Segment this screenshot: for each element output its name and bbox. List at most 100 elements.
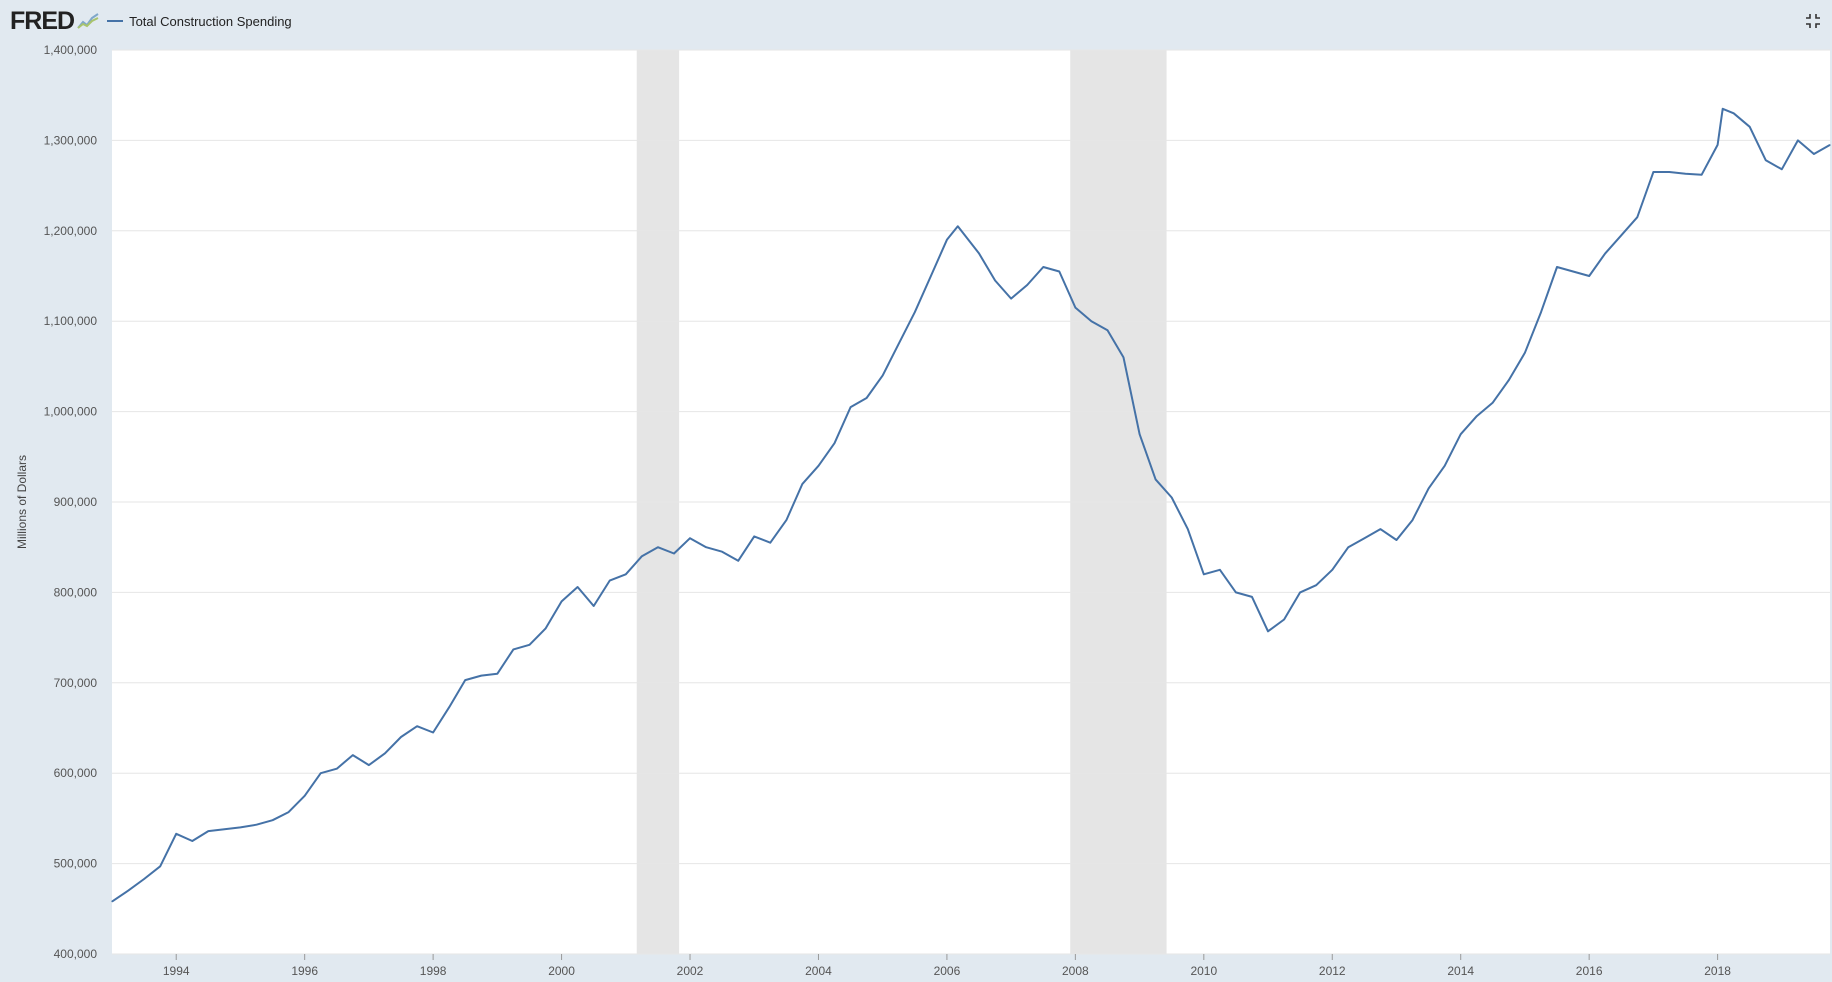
data-point xyxy=(1347,546,1349,548)
fred-logo[interactable]: FRED xyxy=(10,7,99,36)
data-point xyxy=(127,890,129,892)
data-point xyxy=(1733,112,1735,114)
legend[interactable]: Total Construction Spending xyxy=(107,14,292,29)
y-tick-label: 1,000,000 xyxy=(44,405,98,419)
data-point xyxy=(1765,159,1767,161)
x-tick-label: 2018 xyxy=(1704,964,1731,978)
data-point xyxy=(657,546,659,548)
data-point xyxy=(1315,584,1317,586)
data-point xyxy=(1652,171,1654,173)
y-tick-label: 900,000 xyxy=(54,495,98,509)
x-axis-ticks: 1994 1996 1998 2000 2002 2004 2006 2008 2010 2012… xyxy=(163,954,1731,978)
x-tick-label: 2012 xyxy=(1319,964,1346,978)
data-point xyxy=(560,600,563,603)
data-point xyxy=(817,465,820,467)
data-point xyxy=(1722,108,1724,110)
data-point xyxy=(1781,168,1783,170)
data-point xyxy=(1251,596,1253,598)
data-point xyxy=(1010,298,1012,300)
data-point xyxy=(898,343,900,345)
data-point xyxy=(207,830,209,832)
data-point xyxy=(1026,284,1028,286)
data-point xyxy=(1331,569,1333,571)
data-point xyxy=(1684,173,1687,175)
data-point xyxy=(1138,433,1141,435)
x-tick-label: 2010 xyxy=(1190,964,1217,978)
data-point xyxy=(1203,573,1205,575)
data-point xyxy=(833,442,836,444)
data-point xyxy=(1042,266,1044,268)
data-point xyxy=(416,725,418,727)
data-point xyxy=(689,537,691,539)
x-tick-label: 1994 xyxy=(163,964,190,978)
data-point xyxy=(223,828,225,830)
data-point xyxy=(352,754,354,756)
data-point xyxy=(191,840,193,842)
data-point xyxy=(625,573,627,575)
data-point xyxy=(1299,591,1301,594)
data-point xyxy=(1058,270,1060,273)
data-point xyxy=(1797,139,1799,141)
data-point xyxy=(994,279,996,282)
x-tick-label: 2000 xyxy=(548,964,575,978)
data-point xyxy=(1813,153,1815,155)
data-point xyxy=(1636,216,1638,218)
data-point xyxy=(577,586,579,588)
y-tick-label: 800,000 xyxy=(54,585,98,599)
data-point xyxy=(1700,174,1703,176)
data-point xyxy=(1267,630,1269,632)
data-point xyxy=(480,674,482,677)
data-point xyxy=(1187,528,1189,530)
data-point xyxy=(753,535,755,537)
data-point xyxy=(400,736,402,738)
data-point xyxy=(288,811,290,813)
collapse-icon[interactable] xyxy=(1804,12,1822,30)
y-tick-label: 1,400,000 xyxy=(44,43,98,57)
y-tick-label: 1,200,000 xyxy=(44,224,98,238)
data-point xyxy=(1829,144,1831,146)
data-point xyxy=(882,374,884,377)
data-point xyxy=(528,644,531,646)
data-point xyxy=(1122,356,1125,358)
series-points xyxy=(111,108,1831,903)
data-point xyxy=(1524,352,1526,354)
data-point xyxy=(1460,433,1462,435)
data-point xyxy=(1620,234,1622,236)
chart-header: FRED Total Construction Spending xyxy=(0,0,1832,42)
y-axis-ticks: 400,000 500,000 600,000 700,000 800,000 900,0… xyxy=(44,43,98,961)
data-point xyxy=(1476,415,1478,417)
data-point xyxy=(1427,487,1430,490)
data-point xyxy=(1668,171,1671,173)
y-axis-title: Millions of Dollars xyxy=(15,455,29,549)
data-point xyxy=(1379,528,1382,530)
y-tick-label: 1,100,000 xyxy=(44,314,98,328)
y-tick-label: 1,300,000 xyxy=(44,133,98,147)
data-point xyxy=(1074,307,1076,309)
data-point xyxy=(1572,270,1574,273)
data-point xyxy=(159,865,161,867)
data-point xyxy=(239,826,242,829)
data-point xyxy=(801,483,804,485)
data-point xyxy=(1540,311,1542,313)
y-tick-label: 600,000 xyxy=(54,766,98,780)
data-point xyxy=(1363,537,1365,539)
data-point xyxy=(1395,539,1398,541)
data-point xyxy=(432,731,434,734)
data-point xyxy=(1556,266,1558,268)
data-point xyxy=(368,764,370,766)
data-point xyxy=(320,772,322,774)
data-point xyxy=(705,546,707,548)
x-tick-label: 2006 xyxy=(934,964,961,978)
x-tick-label: 1998 xyxy=(420,964,447,978)
data-point xyxy=(496,673,498,675)
data-point xyxy=(1444,465,1446,467)
data-point xyxy=(641,555,643,557)
data-point xyxy=(1492,401,1494,404)
legend-swatch xyxy=(107,20,124,22)
y-tick-label: 500,000 xyxy=(54,857,98,871)
data-point xyxy=(111,900,113,903)
x-tick-label: 2014 xyxy=(1447,964,1474,978)
data-point xyxy=(1411,519,1414,521)
data-point xyxy=(769,542,771,544)
